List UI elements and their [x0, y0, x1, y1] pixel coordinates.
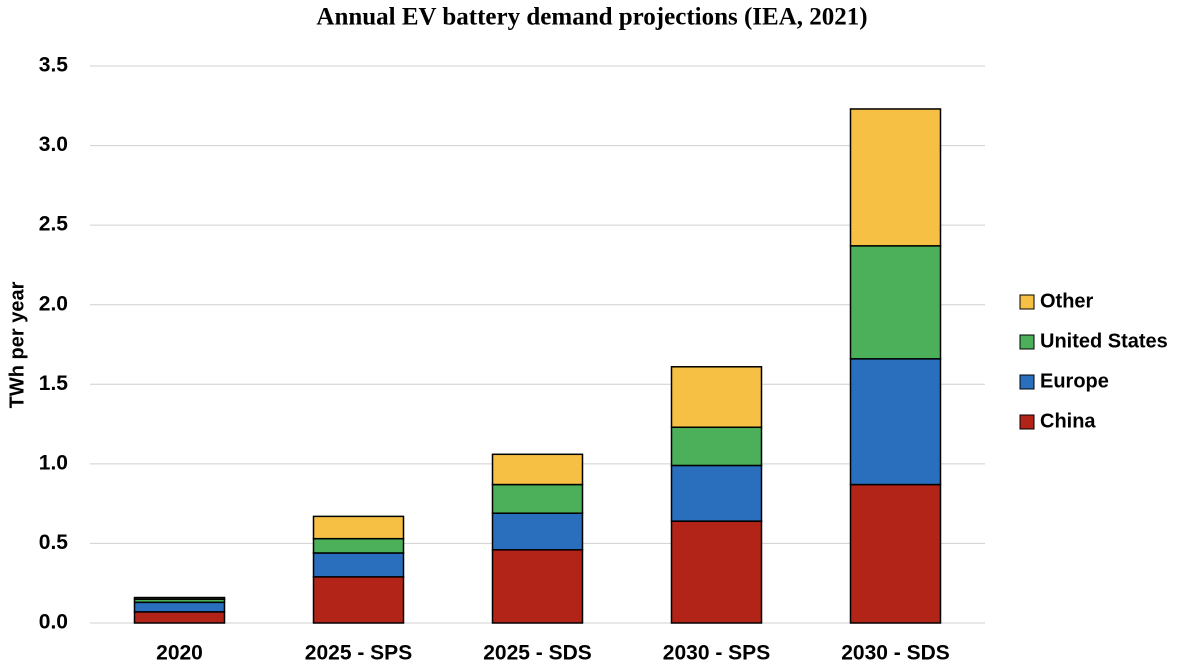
x-tick-label: 2020 [156, 642, 203, 665]
bar-segment [491, 483, 584, 514]
y-tick-label: 3.5 [39, 54, 69, 77]
bar-segment [312, 552, 405, 578]
x-tick-label: 2030 - SPS [663, 642, 770, 665]
chart-title: Annual EV battery demand projections (IE… [316, 4, 867, 31]
bar-segment [670, 366, 763, 429]
legend-label: United States [1040, 330, 1168, 352]
bar-segment [849, 358, 942, 486]
legend-swatch [1019, 294, 1035, 310]
y-tick-label: 3.0 [39, 133, 68, 156]
x-tick-label: 2030 - SDS [841, 642, 950, 665]
bar-segment [849, 245, 942, 360]
y-tick-label: 2.0 [39, 292, 68, 315]
bar-segment [491, 549, 584, 624]
bar-segment [849, 108, 942, 247]
legend-swatch [1019, 374, 1035, 390]
y-axis-label: TWh per year [6, 281, 28, 408]
legend-label: Other [1040, 290, 1094, 312]
bar-segment [849, 483, 942, 624]
bar-segment [670, 520, 763, 624]
bar-segment [312, 515, 405, 540]
y-tick-label: 1.5 [39, 372, 69, 395]
y-tick-label: 0.5 [39, 531, 69, 554]
bar-segment [312, 576, 405, 624]
bar-segment [491, 512, 584, 551]
y-tick-label: 1.0 [39, 451, 68, 474]
y-tick-label: 2.5 [39, 213, 69, 236]
legend-swatch [1019, 334, 1035, 350]
x-tick-label: 2025 - SDS [483, 642, 592, 665]
x-tick-label: 2025 - SPS [305, 642, 412, 665]
legend-swatch [1019, 414, 1035, 430]
legend-label: China [1040, 410, 1096, 432]
bar-segment [133, 596, 226, 600]
y-tick-label: 0.0 [39, 611, 68, 634]
bar-segment [312, 537, 405, 554]
bar-segment [491, 453, 584, 486]
bar-segment [133, 601, 226, 613]
bar-segment [670, 464, 763, 522]
bar-segment [133, 611, 226, 624]
bar-segment [670, 426, 763, 467]
legend-label: Europe [1040, 370, 1109, 392]
